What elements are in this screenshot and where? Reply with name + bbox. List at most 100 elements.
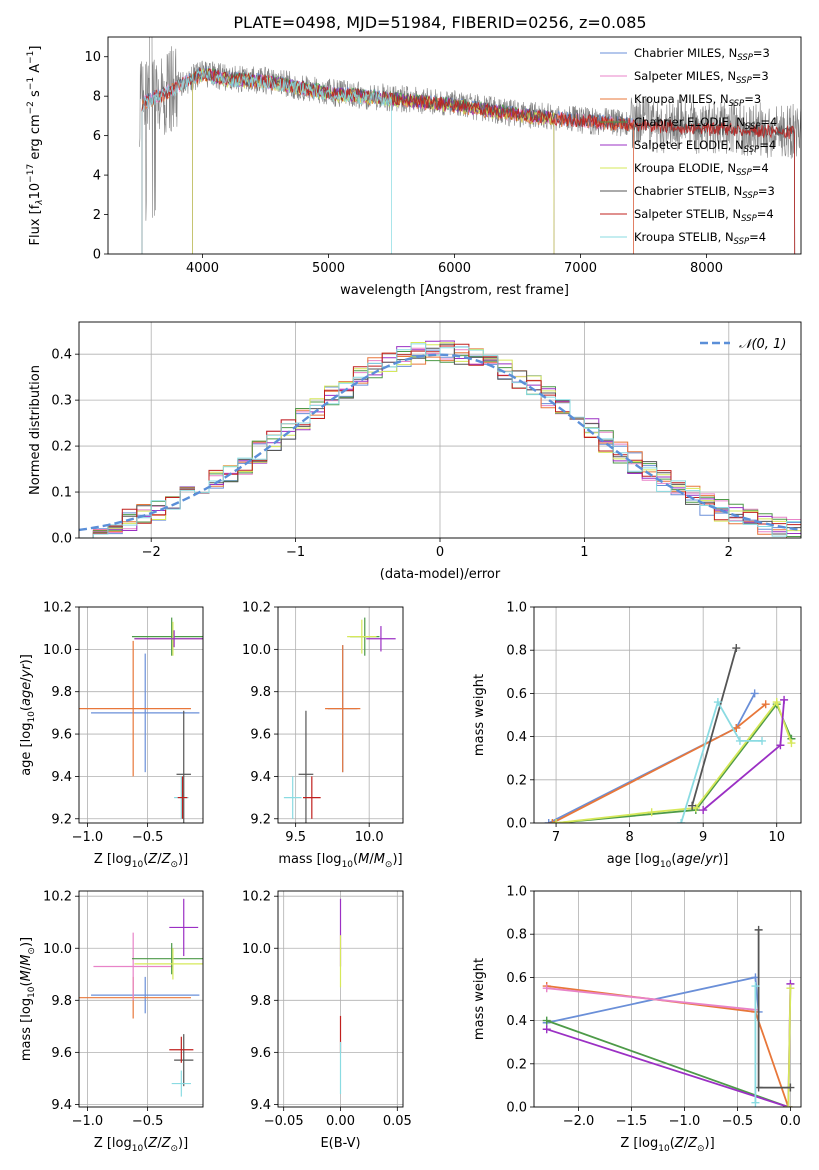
label-part: / (684, 1136, 689, 1151)
x-axis-label: wavelength [Angstrom, rest frame] (340, 283, 569, 298)
mass-weight-series (546, 985, 790, 1107)
legend-nssp: =4 (759, 138, 776, 152)
mass-weight-marker (751, 982, 760, 991)
legend-n: N (734, 184, 743, 198)
x-tick-label: 0.0 (780, 1114, 801, 1129)
errorbar-points (79, 898, 203, 1097)
label-part: Z [log (94, 1136, 132, 1151)
model-spectrum (141, 69, 392, 254)
label-part: mass [log (19, 998, 34, 1061)
legend-name: Kroupa STELIB, (634, 230, 725, 244)
label-part: / (369, 852, 374, 867)
legend-label: 𝒩(0, 1) (739, 337, 786, 352)
label-part: Z (147, 1136, 158, 1151)
y-tick-label: 0.2 (51, 440, 72, 455)
mass-weight-marker (751, 1098, 760, 1107)
label-part: )] (718, 852, 728, 867)
axis-label: E(B-V) (320, 1136, 360, 1151)
label-part: 10 (27, 986, 37, 998)
x-tick-label: 0.05 (383, 1114, 412, 1129)
x-tick-label: 5000 (312, 261, 345, 276)
model-spectrum (141, 67, 796, 254)
x-tick-label: −1.5 (616, 1114, 648, 1129)
y-tick-label: 0.4 (506, 1014, 527, 1029)
x-tick-label: 7000 (564, 261, 597, 276)
axes-frame (277, 890, 404, 1108)
legend-nssp: =4 (760, 115, 777, 129)
spectrum-lines (139, 37, 801, 254)
axes-frame (533, 890, 802, 1108)
label-part: age [log (607, 852, 660, 867)
label-part: / (701, 852, 706, 867)
label-part: age (676, 852, 700, 867)
label-part: ( (353, 852, 358, 867)
label-part: / (157, 1136, 162, 1151)
label-part: ⊙ (170, 860, 178, 870)
y-tick-label: 9.4 (250, 1098, 271, 1113)
mass-weight-marker (784, 1103, 793, 1107)
errorbar-points (79, 617, 203, 823)
mass-weight-marker (542, 984, 551, 993)
label-part: Z (147, 852, 158, 867)
y-axis-label: mass weight (472, 674, 487, 756)
label-part: Z [log (620, 1136, 658, 1151)
legend-sub: SSP (736, 76, 752, 86)
legend-nssp: =4 (757, 207, 774, 221)
legend-name: Chabrier STELIB, (634, 184, 734, 198)
y-tick-label: 9.8 (250, 994, 271, 1009)
label-part: / (157, 852, 162, 867)
mass-weight-series (702, 699, 785, 811)
legend-name: Kroupa MILES, (634, 92, 720, 106)
mass-weight-marker (758, 736, 767, 745)
y-tick-label: 10.0 (242, 942, 271, 957)
mass-weight-marker (552, 819, 561, 823)
y-tick-label: 9.6 (51, 728, 72, 743)
legend-n: N (736, 115, 745, 129)
mass-weight-lines (542, 925, 795, 1107)
histogram-panel: −2 −1 0 1 2 0.0 0.1 0.2 0.3 0.4 (data-model)/error… (28, 321, 802, 582)
mass-weight-marker (548, 819, 557, 823)
mass-weight-marker (735, 736, 744, 745)
y-tick-label: 9.8 (51, 685, 72, 700)
y-tick-label: 0.1 (51, 486, 72, 501)
y-tick-label: 9.6 (250, 728, 271, 743)
x-tick-label: 10 (768, 830, 785, 845)
legend-nssp: =4 (749, 230, 766, 244)
y-label-part: A (28, 64, 43, 77)
legend-name: Chabrier ELODIE, (634, 115, 736, 129)
mass-weight-marker (787, 739, 796, 748)
legend-n: N (720, 92, 729, 106)
x-tick-label: 10.0 (355, 830, 384, 845)
legend-name: Salpeter ELODIE, (634, 138, 735, 152)
x-tick-label: 0.00 (326, 1114, 355, 1129)
x-tick-label: 2 (725, 545, 733, 560)
y-axis-label: mass weight (472, 958, 487, 1040)
mass-weight-marker (780, 695, 789, 704)
x-tick-label: 0 (436, 545, 444, 560)
y-tick-label: 0.6 (506, 687, 527, 702)
y-tick-label: 0.2 (506, 1057, 527, 1072)
label-part: / (19, 677, 34, 682)
legend: 𝒩(0, 1) (700, 337, 786, 352)
y-tick-label: 10.2 (242, 601, 271, 616)
x-tick-label: −0.5 (132, 830, 164, 845)
errorbar-panel: −1.0 −0.59.49.69.810.010.2Z [log10(Z/Z⊙)]… (19, 890, 204, 1154)
mass-weight-marker (786, 984, 795, 993)
label-part: ( (143, 852, 148, 867)
axis-label: Z [log10(Z/Z⊙)] (94, 852, 188, 870)
y-tick-label: 0.8 (506, 644, 527, 659)
x-tick-label: −0.05 (264, 1114, 304, 1129)
legend-sub: SSP (741, 214, 757, 224)
mass-weight-marker (713, 698, 722, 707)
y-label-part: λ (35, 199, 45, 205)
x-tick-label: 9.5 (285, 830, 306, 845)
mass-weight-series (546, 1019, 789, 1107)
label-part: 10 (660, 860, 672, 870)
y-tick-label: 9.4 (51, 1098, 72, 1113)
y-label-part: −1 (26, 77, 36, 90)
histogram-series (79, 343, 801, 538)
y-tick-label: 10 (84, 50, 101, 65)
x-tick-label: −2.0 (563, 1114, 595, 1129)
